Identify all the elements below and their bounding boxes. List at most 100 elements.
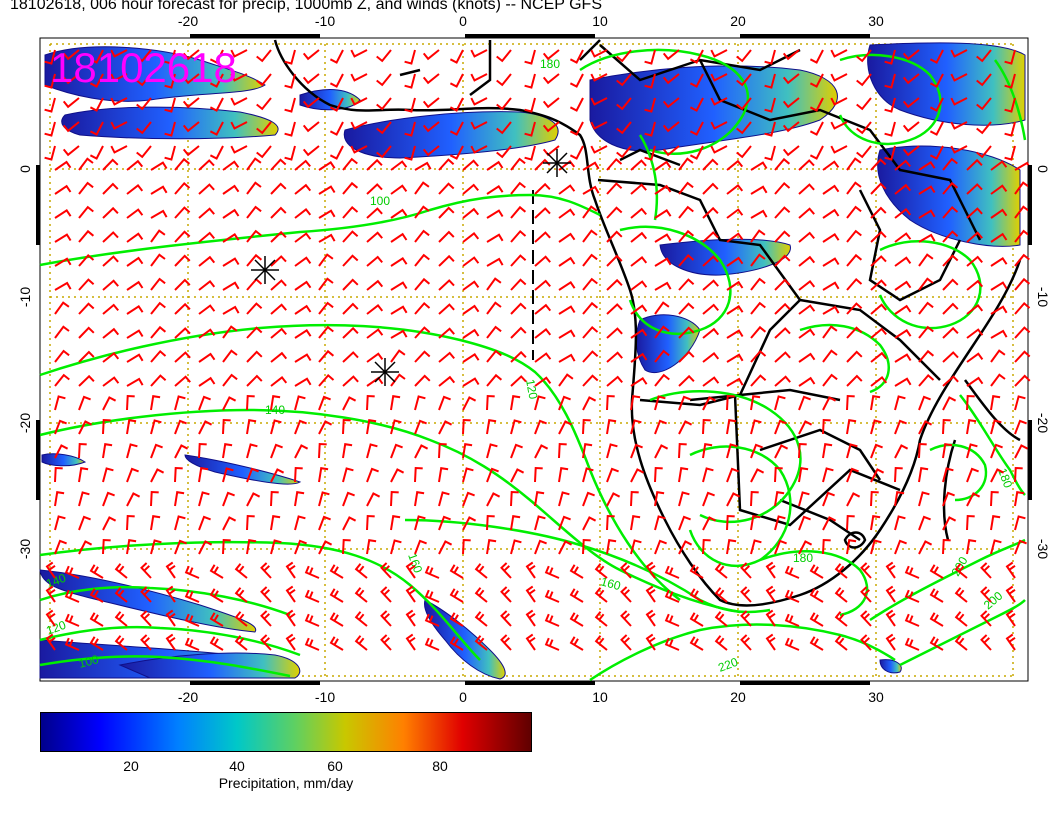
wind-barb <box>558 515 571 531</box>
wind-barb <box>645 609 656 627</box>
wind-barb <box>950 49 968 58</box>
wind-barb <box>846 326 863 339</box>
wind-barb <box>462 207 480 219</box>
wind-barb <box>870 468 885 483</box>
wind-barb <box>894 207 912 219</box>
wind-barb <box>765 585 776 603</box>
wind-barb <box>486 492 501 507</box>
wind-barb <box>102 516 117 531</box>
wind-barb <box>678 540 693 555</box>
wind-barb <box>678 491 690 507</box>
wind-barb <box>114 587 128 603</box>
wind-barb <box>774 515 786 531</box>
wind-barb <box>885 609 896 627</box>
wind-barb <box>294 419 307 435</box>
wind-barb <box>542 121 560 133</box>
wind-barb <box>318 185 336 195</box>
wind-barb <box>54 444 69 459</box>
wind-barb <box>126 256 144 267</box>
wind-barb <box>616 121 632 135</box>
wind-barb <box>798 515 811 531</box>
wind-barb <box>198 352 216 363</box>
svg-text:-30: -30 <box>17 539 33 559</box>
wind-barb <box>966 231 983 243</box>
wind-barb <box>270 468 285 483</box>
wind-barb <box>246 514 255 531</box>
wind-barb <box>294 353 312 363</box>
wind-barb <box>884 145 896 161</box>
wind-barb <box>954 635 968 651</box>
wind-barb <box>834 635 848 651</box>
wind-barb <box>246 157 262 171</box>
wind-barb <box>524 49 536 65</box>
wind-barb <box>414 205 430 219</box>
wind-barb <box>630 352 648 363</box>
wind-barb <box>726 280 744 291</box>
wind-barb <box>726 353 744 363</box>
wind-barb <box>990 329 1008 339</box>
wind-barb <box>89 636 104 651</box>
wind-barb <box>78 491 90 507</box>
svg-text:-20: -20 <box>1035 413 1051 433</box>
wind-barb <box>630 207 647 219</box>
wind-barb <box>569 145 584 160</box>
wind-barb <box>678 395 691 411</box>
wind-barb <box>114 563 128 579</box>
colorbar-tick-60: 60 <box>327 758 343 774</box>
wind-barb <box>918 395 931 411</box>
wind-barb <box>750 325 767 339</box>
wind-barb <box>942 516 957 531</box>
wind-barb <box>942 396 957 411</box>
wind-barb <box>726 443 738 459</box>
wind-barb <box>990 281 1008 291</box>
wind-barb <box>1014 181 1030 195</box>
wind-barb <box>414 419 427 435</box>
wind-barb <box>246 229 262 243</box>
wind-barb <box>1014 277 1031 291</box>
wind-barb <box>606 492 621 507</box>
svg-text:180: 180 <box>995 466 1015 490</box>
wind-barb <box>424 637 440 651</box>
wind-barb <box>184 613 200 627</box>
wind-barb <box>54 466 63 483</box>
wind-barb <box>689 564 704 579</box>
wind-barb <box>89 49 104 64</box>
wind-barb <box>366 183 383 195</box>
wind-barb <box>222 516 237 531</box>
asterisk-marker-3 <box>543 149 571 177</box>
wind-barb <box>366 394 375 411</box>
wind-barb <box>582 253 598 267</box>
wind-barb <box>234 563 248 579</box>
wind-barb <box>616 97 632 111</box>
wind-barb <box>870 490 879 507</box>
wind-barb <box>390 232 408 243</box>
wind-barb <box>990 208 1008 219</box>
wind-barb <box>62 73 80 85</box>
wind-barb <box>510 443 523 459</box>
wind-barb <box>654 325 670 339</box>
svg-text:20: 20 <box>730 13 746 29</box>
wind-barb <box>644 145 656 161</box>
wind-barb <box>834 563 848 579</box>
wind-barb <box>150 185 168 195</box>
wind-barb <box>534 255 551 267</box>
wind-barb <box>438 327 455 339</box>
wind-barb <box>174 539 187 555</box>
wind-barb <box>942 375 959 387</box>
wind-barb <box>246 539 257 555</box>
wind-barb <box>54 349 70 363</box>
wind-barb <box>558 395 571 411</box>
wind-barb <box>102 182 119 195</box>
wind-barb <box>894 183 912 195</box>
svg-text:-20: -20 <box>178 13 198 29</box>
wind-barb <box>405 585 416 603</box>
wind-barb <box>222 396 237 411</box>
wind-barb <box>582 418 591 435</box>
wind-barb <box>302 73 320 85</box>
wind-barb <box>198 420 213 435</box>
wind-barb <box>342 278 359 291</box>
wind-barb <box>606 419 617 435</box>
wind-barb <box>764 97 776 113</box>
wind-barb <box>329 97 344 112</box>
